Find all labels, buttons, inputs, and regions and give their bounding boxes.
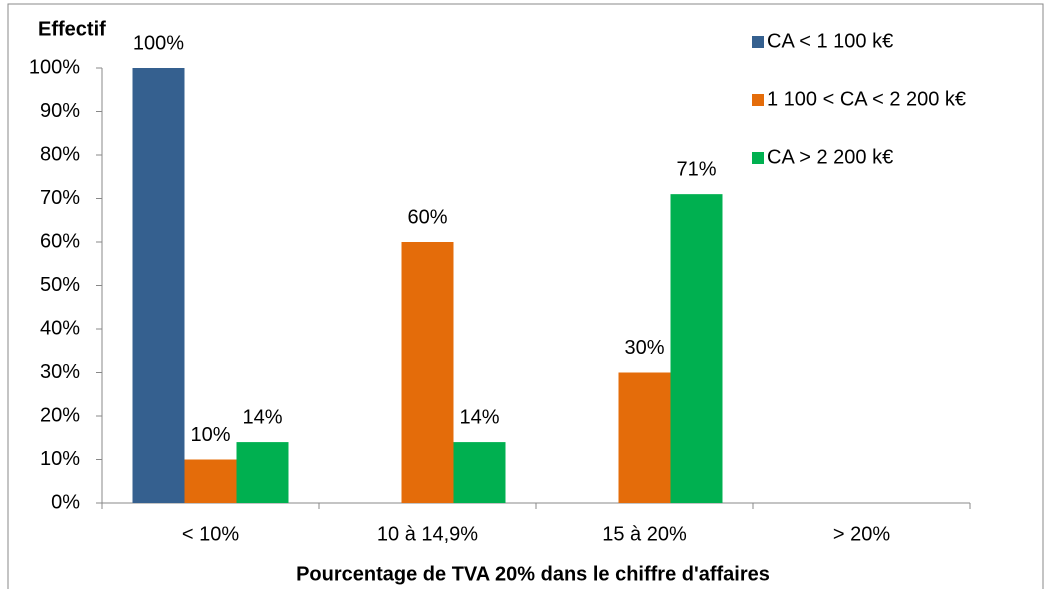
- bar: [184, 459, 237, 503]
- data-label: 60%: [407, 206, 447, 228]
- bar: [618, 372, 671, 503]
- y-tick-label: 80%: [40, 143, 80, 165]
- legend-label: CA > 2 200 k€: [767, 146, 893, 168]
- y-axis-label: Effectif: [38, 18, 106, 40]
- data-label: 14%: [242, 406, 282, 428]
- x-tick-label: > 20%: [833, 523, 890, 545]
- legend-label: 1 100 < CA < 2 200 k€: [767, 88, 966, 110]
- legend-swatch: [752, 36, 764, 48]
- bar: [401, 242, 454, 503]
- x-axis-label: Pourcentage de TVA 20% dans le chiffre d…: [296, 563, 770, 585]
- y-tick-label: 10%: [40, 448, 80, 470]
- data-label: 30%: [624, 337, 664, 359]
- data-label: 10%: [190, 424, 230, 446]
- data-label: 71%: [676, 158, 716, 180]
- bar: [236, 442, 289, 503]
- x-tick-label: 15 à 20%: [602, 523, 687, 545]
- data-label: 14%: [459, 406, 499, 428]
- y-tick-label: 20%: [40, 404, 80, 426]
- legend-label: CA < 1 100 k€: [767, 30, 893, 52]
- x-tick-label: < 10%: [182, 523, 239, 545]
- data-label: 100%: [133, 32, 184, 54]
- x-tick-label: 10 à 14,9%: [377, 523, 478, 545]
- y-tick-label: 0%: [51, 491, 80, 513]
- y-tick-label: 50%: [40, 274, 80, 296]
- bar: [670, 194, 723, 503]
- y-tick-label: 60%: [40, 230, 80, 252]
- y-tick-label: 40%: [40, 317, 80, 339]
- legend-swatch: [752, 152, 764, 164]
- y-tick-label: 100%: [29, 56, 80, 78]
- y-tick-label: 70%: [40, 187, 80, 209]
- chart-frame: [7, 3, 1044, 589]
- bar: [132, 68, 185, 503]
- legend-swatch: [752, 94, 764, 106]
- y-tick-label: 90%: [40, 100, 80, 122]
- y-tick-label: 30%: [40, 361, 80, 383]
- bar: [453, 442, 506, 503]
